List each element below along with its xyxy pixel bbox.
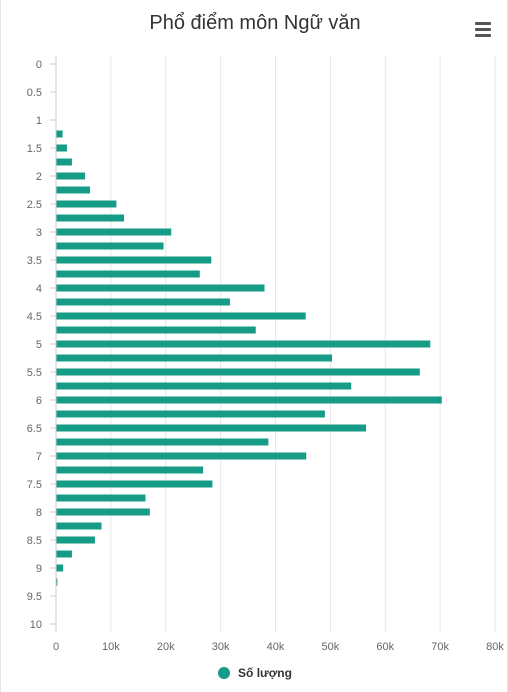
chart-title: Phổ điểm môn Ngữ văn (149, 12, 361, 34)
bar-3.75[interactable] (56, 270, 200, 278)
bars (56, 130, 442, 586)
y-tick-label: 6 (36, 395, 42, 407)
legend-label: Số lượng (238, 666, 292, 680)
y-tick-label: 3.5 (27, 255, 42, 267)
bar-4[interactable] (56, 284, 265, 292)
bar-1.5[interactable] (56, 144, 67, 152)
bar-3.5[interactable] (56, 256, 212, 264)
bar-4.5[interactable] (56, 312, 306, 320)
y-tick-label: 8 (36, 507, 42, 519)
bar-6[interactable] (56, 396, 442, 404)
x-axis-ticks: 0 10k 20k 30k 40k 50k 60k 70k 80k (53, 641, 504, 653)
bar-8[interactable] (56, 508, 150, 516)
x-tick-label: 10k (102, 641, 120, 653)
bar-4.75[interactable] (56, 326, 256, 334)
y-tick-label: 9 (36, 563, 42, 575)
legend: Số lượng (1, 666, 508, 680)
legend-marker-icon (218, 667, 231, 679)
bar-8.5[interactable] (56, 536, 95, 544)
x-tick-label: 40k (267, 641, 285, 653)
y-axis-ticks: 0 0.5 1 1.5 2 2.5 3 3.5 4 4.5 5 5.5 6 6.5 7 7.5 8 8.5 9 9.5… (27, 56, 57, 632)
bar-5.75[interactable] (56, 382, 352, 390)
x-tick-label: 30k (212, 641, 230, 653)
bar-6.75[interactable] (56, 438, 269, 446)
x-tick-label: 0 (53, 641, 59, 653)
bar-2[interactable] (56, 172, 86, 180)
bar-2.5[interactable] (56, 200, 117, 208)
bar-3[interactable] (56, 228, 172, 236)
bar-4.25[interactable] (56, 298, 230, 306)
legend-item[interactable]: Số lượng (218, 666, 292, 680)
y-tick-label: 0 (36, 59, 42, 71)
bar-7.25[interactable] (56, 466, 204, 474)
bar-5[interactable] (56, 340, 431, 348)
bar-7.75[interactable] (56, 494, 146, 502)
y-tick-label: 0.5 (27, 87, 42, 99)
y-tick-label: 6.5 (27, 423, 42, 435)
x-tick-label: 50k (322, 641, 340, 653)
y-tick-label: 1 (36, 115, 42, 127)
bar-1.25[interactable] (56, 130, 63, 138)
bar-7[interactable] (56, 452, 307, 460)
bar-8.25[interactable] (56, 522, 102, 530)
y-tick-label: 5.5 (27, 367, 42, 379)
x-tick-label: 20k (157, 641, 175, 653)
y-tick-label: 3 (36, 227, 42, 239)
y-tick-label: 7.5 (27, 479, 42, 491)
y-tick-label: 4.5 (27, 311, 42, 323)
bar-2.25[interactable] (56, 186, 91, 194)
y-tick-label: 2.5 (27, 199, 42, 211)
bar-6.25[interactable] (56, 410, 325, 418)
x-tick-label: 60k (376, 641, 394, 653)
bar-9.25[interactable] (56, 578, 58, 586)
bar-5.5[interactable] (56, 368, 420, 376)
hamburger-menu-icon[interactable] (471, 18, 497, 42)
bar-5.25[interactable] (56, 354, 333, 362)
bar-3.25[interactable] (56, 242, 164, 250)
y-tick-label: 4 (36, 283, 42, 295)
x-tick-label: 70k (431, 641, 449, 653)
y-tick-label: 5 (36, 339, 42, 351)
y-tick-label: 1.5 (27, 143, 42, 155)
bar-8.75[interactable] (56, 550, 72, 558)
bar-1.75[interactable] (56, 158, 72, 166)
bar-7.5[interactable] (56, 480, 213, 488)
bar-6.5[interactable] (56, 424, 367, 432)
y-tick-label: 2 (36, 171, 42, 183)
bar-2.75[interactable] (56, 214, 125, 222)
x-tick-label: 80k (486, 641, 504, 653)
bar-9[interactable] (56, 564, 64, 572)
y-tick-label: 8.5 (27, 535, 42, 547)
y-tick-label: 7 (36, 451, 42, 463)
y-tick-label: 10 (30, 619, 42, 631)
y-tick-label: 9.5 (27, 591, 42, 603)
